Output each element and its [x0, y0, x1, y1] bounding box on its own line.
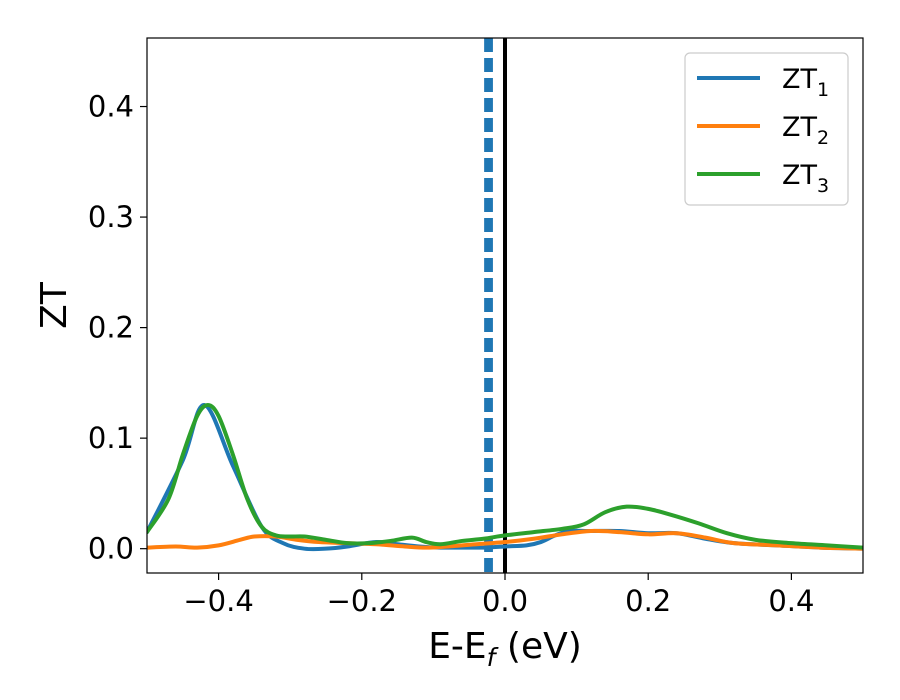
y-axis-title: ZT [34, 281, 75, 329]
vertical-lines [484, 38, 507, 573]
legend-label: ZT3 [782, 160, 829, 197]
y-tick-label: 0.1 [88, 421, 134, 455]
x-axis-ticks: −0.4 −0.2 0.0 0.2 0.4 [183, 573, 814, 618]
legend: ZT1 ZT2 ZT3 [684, 52, 849, 206]
series-line-2 [147, 528, 863, 551]
legend-box [684, 52, 849, 206]
x-tick-label: −0.2 [327, 584, 397, 618]
legend-label: ZT2 [782, 112, 829, 149]
series-line-3 [147, 402, 863, 550]
x-axis-title: E-Ef (eV) [428, 626, 582, 672]
x-axis-title-main: E-E [428, 626, 486, 667]
x-tick-label: 0.0 [482, 584, 528, 618]
x-tick-label: 0.2 [625, 584, 671, 618]
y-axis-ticks: 0.0 0.1 0.2 0.3 0.4 [88, 90, 147, 566]
y-tick-label: 0.2 [88, 311, 134, 345]
x-axis-title-unit: (eV) [495, 626, 581, 667]
x-tick-label: −0.4 [183, 584, 253, 618]
x-tick-label: 0.4 [768, 584, 814, 618]
series-lines [147, 402, 863, 552]
y-tick-label: 0.3 [88, 200, 134, 234]
y-tick-label: 0.0 [88, 532, 134, 566]
y-tick-label: 0.4 [88, 90, 134, 124]
legend-label: ZT1 [782, 64, 829, 101]
